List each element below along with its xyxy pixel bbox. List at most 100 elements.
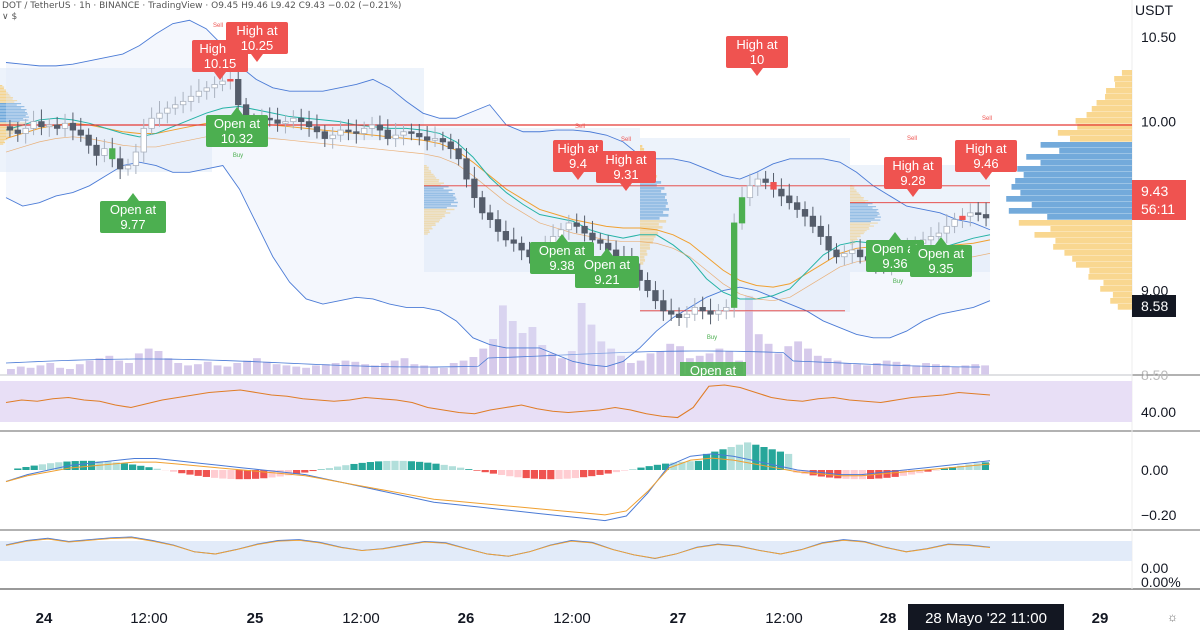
volume-profile-bar (640, 193, 667, 196)
volume-profile-bar (1034, 232, 1132, 238)
volume-profile-bar (424, 168, 429, 170)
candle-body (227, 78, 234, 82)
candle-body (486, 212, 494, 220)
candle-body (731, 222, 738, 308)
high-signal-label-title: High at (605, 152, 647, 167)
volume-profile-bar (1115, 82, 1132, 88)
volume-bar (794, 341, 803, 375)
macd-histogram-bar (465, 469, 473, 470)
candle-body (691, 307, 698, 315)
volume-bar (872, 363, 881, 375)
volume-profile-bar (0, 100, 18, 102)
candle-body (195, 90, 203, 97)
candle-body (282, 121, 289, 124)
volume-profile-bar (1106, 88, 1132, 94)
volume-profile-bar (0, 94, 10, 96)
macd-histogram-bar (383, 460, 391, 470)
high-signal-label-pointer (751, 68, 763, 76)
macd-histogram-bar (629, 469, 637, 470)
volume-profile-bar (424, 175, 435, 177)
high-signal-label-box (553, 140, 603, 172)
volume-bar (105, 355, 114, 375)
volume-profile-bar (0, 104, 17, 106)
candle-body (754, 178, 761, 187)
volume-bar (548, 353, 557, 375)
volume-bar (16, 366, 25, 375)
price-axis-unit: USDT (1135, 2, 1174, 18)
volume-profile-bar (424, 224, 436, 226)
macd-pane[interactable] (5, 442, 991, 522)
macd-histogram-bar (407, 461, 415, 470)
volume-bar (499, 305, 507, 375)
macd-histogram-bar (662, 463, 670, 470)
volume-bar (174, 363, 183, 375)
volume-profile-bar (1089, 268, 1132, 274)
stochastic-pane[interactable] (0, 536, 1132, 561)
volume-profile-bar (850, 213, 880, 215)
volume-profile-bar (0, 119, 29, 121)
rsi-line (5, 384, 991, 419)
last-price-label: 9.43 (1141, 183, 1168, 199)
macd-histogram-bar (571, 470, 579, 479)
price-tick-label: 9.00 (1141, 283, 1168, 299)
open-signal-label: Open at (680, 362, 746, 378)
cursor-time-tag (908, 604, 1064, 630)
volume-profile-bar (640, 247, 651, 250)
volume-profile-bar (424, 177, 437, 179)
chart-header-sub[interactable]: ∨ $ (2, 12, 18, 22)
volume-bar (518, 333, 527, 375)
open-signal-label: Open at9.35 (910, 237, 972, 277)
high-signal-label-pointer (620, 183, 632, 191)
settings-gear-icon[interactable]: ☼ (1167, 610, 1178, 624)
volume-bar (213, 365, 222, 375)
volume-bar (607, 348, 616, 375)
rsi-pane[interactable] (0, 381, 1132, 422)
high-signal-label-box (726, 36, 788, 68)
volume-bar (193, 364, 202, 375)
volume-bar (528, 327, 537, 375)
volume-profile-bar (0, 106, 25, 108)
macd-histogram-bar (809, 470, 817, 476)
candle-body (479, 197, 486, 214)
open-signal-label-pointer (889, 232, 901, 240)
volume-profile-bar (1047, 214, 1132, 220)
stochastic-d-line (5, 537, 991, 559)
volume-profile-bar (1018, 220, 1132, 226)
open-signal-label-title: Open at (539, 243, 586, 258)
high-signal-label-value: 10.15 (204, 56, 237, 71)
candle-body (502, 231, 510, 241)
volume-bar (449, 363, 458, 375)
macd-histogram-bar (580, 470, 588, 478)
macd-histogram-bar (309, 470, 317, 472)
volume-profile-bar (1105, 94, 1132, 100)
volume-bar (66, 369, 74, 375)
macd-histogram-bar (71, 461, 79, 470)
buy-tag: Buy (233, 153, 243, 159)
volume-profile-bar (1026, 154, 1132, 160)
volume-profile-bar (1017, 166, 1132, 172)
volume-profile-bar (0, 134, 10, 136)
volume-bar (371, 365, 379, 375)
candle-body (431, 138, 439, 141)
volume-profile-bar (640, 205, 666, 208)
volume-profile-bar (424, 173, 434, 176)
candle-body (408, 131, 415, 134)
volume-profile-bar (0, 130, 16, 132)
macd-histogram-bar (711, 451, 719, 470)
volume-profile-bar (850, 221, 871, 223)
volume-bar (282, 365, 291, 375)
candle-body (93, 144, 100, 156)
volume-profile-bar (1075, 262, 1132, 268)
volume-profile-bar (0, 143, 4, 145)
volume-bar (676, 346, 684, 375)
high-signal-label-value: 9.46 (973, 156, 998, 171)
volume-profile-bar (1112, 292, 1132, 298)
volume-profile-bar (0, 103, 22, 105)
volume-bar (154, 351, 163, 375)
high-signal-label-pointer (572, 172, 584, 180)
volume-bar (912, 365, 921, 375)
volume-profile-bar (850, 239, 858, 241)
macd-histogram-bar (891, 470, 899, 477)
candle-body (589, 232, 596, 241)
